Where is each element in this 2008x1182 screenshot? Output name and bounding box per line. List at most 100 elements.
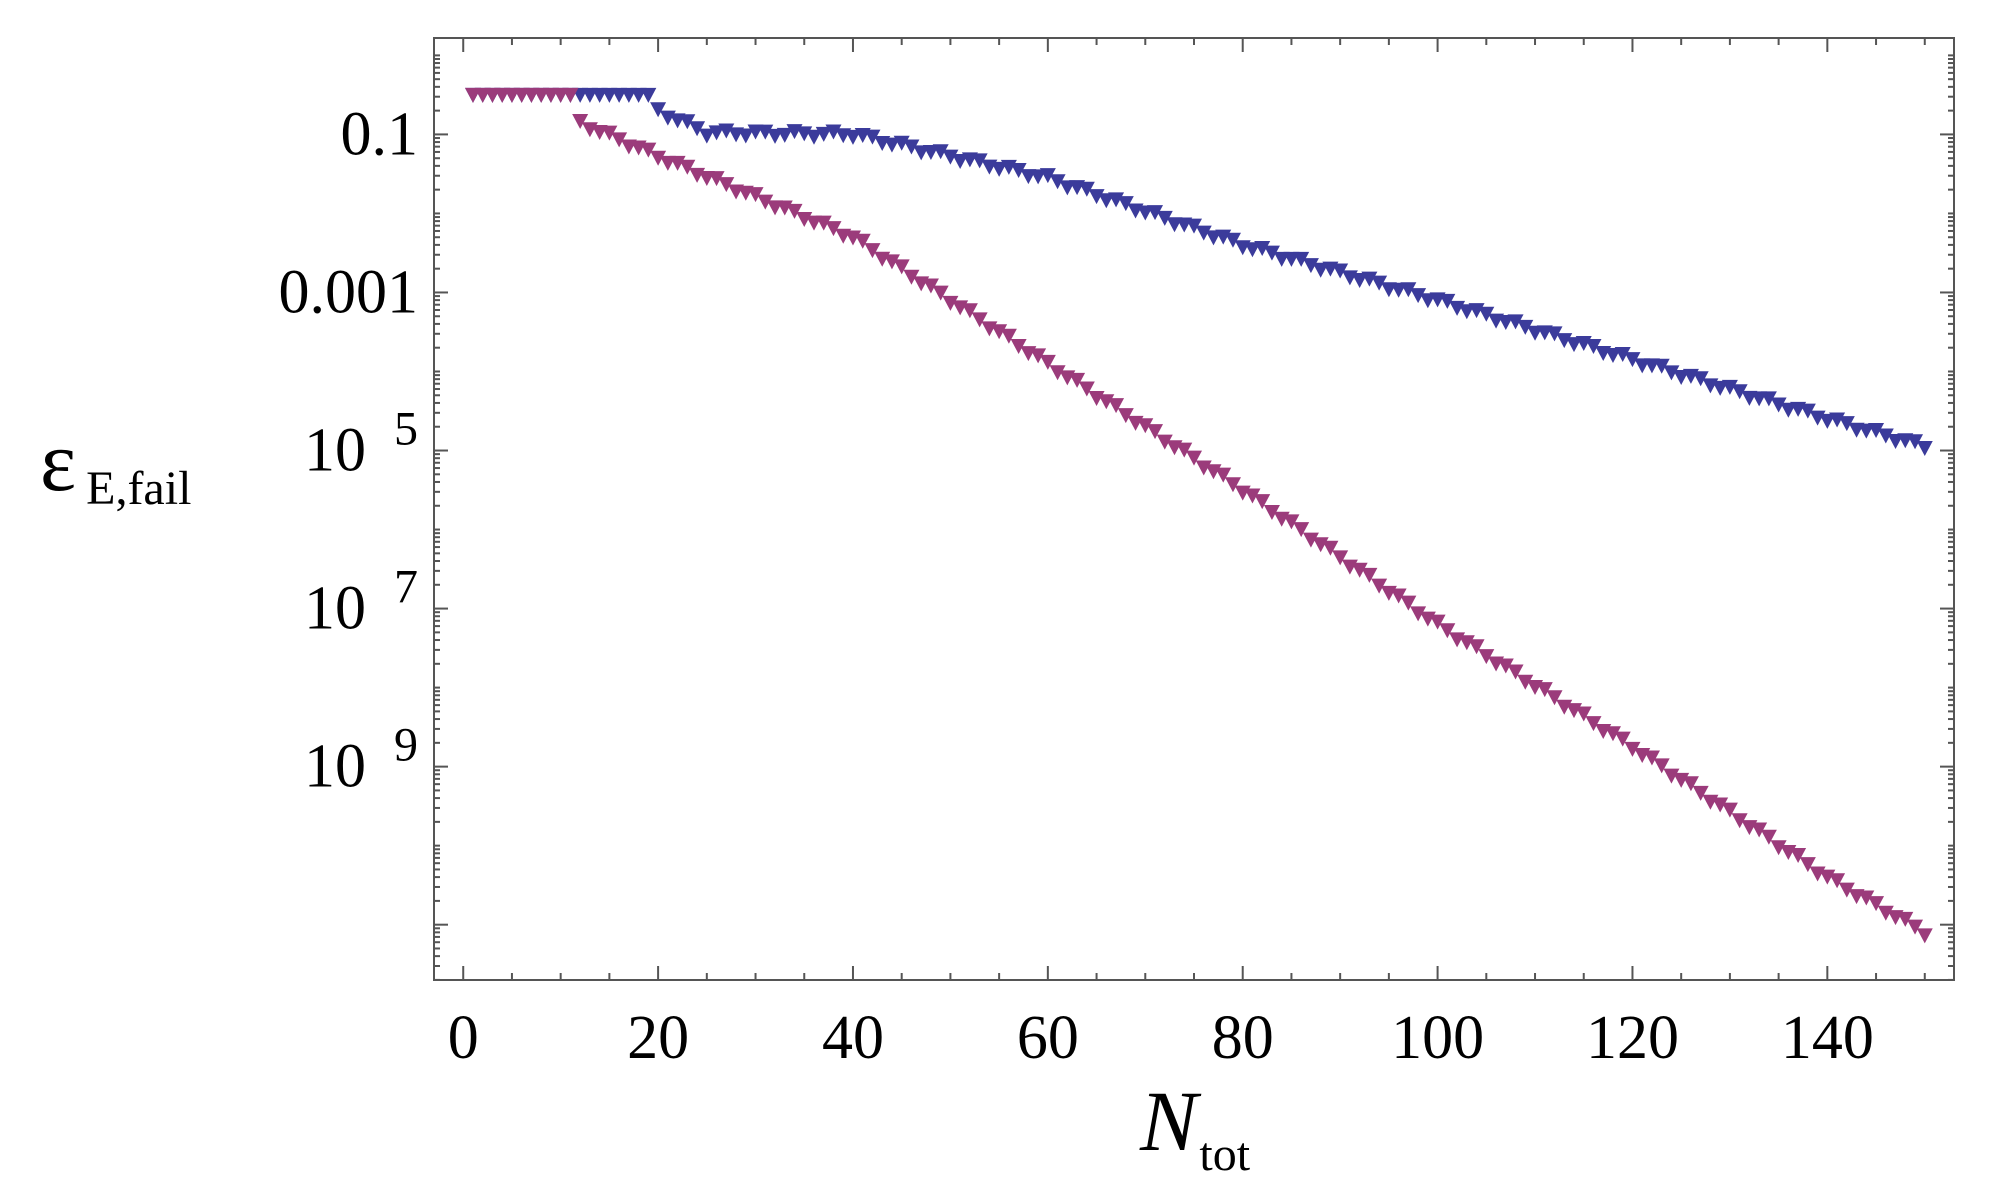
- series-2-point: [991, 324, 1008, 340]
- series-2-point: [640, 142, 657, 158]
- series-1-point: [1030, 169, 1047, 185]
- series-1-point: [1351, 272, 1368, 288]
- series-2-point: [611, 132, 628, 148]
- series-2-point: [1176, 442, 1193, 458]
- series-2-point: [1030, 348, 1047, 364]
- series-2-point: [1751, 822, 1768, 838]
- series-2-point: [961, 303, 978, 319]
- series-1-point: [952, 153, 969, 169]
- series-2-point: [1858, 890, 1875, 906]
- series-2-point: [1147, 424, 1164, 440]
- series-2-point: [708, 171, 725, 187]
- x-tick-label: 60: [1017, 1004, 1079, 1072]
- series-2-point: [1039, 354, 1056, 370]
- y-tick-label: 10 9: [304, 719, 418, 801]
- series-1-point: [1731, 384, 1748, 400]
- series-1-point: [1302, 258, 1319, 274]
- series-1-point: [1371, 275, 1388, 291]
- series-2-point: [1721, 802, 1738, 818]
- series-1-point: [1653, 358, 1670, 374]
- series-1-point: [1916, 440, 1933, 456]
- y-tick-label: 10 7: [304, 561, 418, 643]
- series-2-point: [1790, 847, 1807, 863]
- series-1-point: [1624, 352, 1641, 368]
- series-1-point: [1546, 326, 1563, 342]
- series-2-point: [1137, 418, 1154, 434]
- x-tick-label: 0: [448, 1004, 479, 1072]
- series-1-point: [1604, 347, 1621, 363]
- series-1-point: [1156, 210, 1173, 226]
- x-tick-label: 140: [1781, 1004, 1874, 1072]
- series-1-point: [1117, 196, 1134, 212]
- series-2-point: [1322, 540, 1339, 556]
- series-2-point: [922, 278, 939, 294]
- series-1-point: [1770, 397, 1787, 413]
- series-2-point: [1254, 494, 1271, 510]
- series-2-point: [1829, 873, 1846, 889]
- series-2-point: [1302, 532, 1319, 548]
- series-1-point: [650, 102, 667, 118]
- y-tick-label: 10 5: [304, 403, 418, 485]
- series-1-point: [1332, 263, 1349, 279]
- series-2-point: [1390, 588, 1407, 604]
- series-2-point: [572, 114, 589, 130]
- x-tick-label: 20: [627, 1004, 689, 1072]
- y-tick-label-base: 10: [304, 575, 366, 643]
- y-axis: 0.1 0.001 10 5 10 7 10 9: [279, 54, 1954, 981]
- series-2-point: [1692, 785, 1709, 801]
- series-1-point: [1566, 337, 1582, 353]
- series-2-point: [932, 285, 949, 301]
- series-1-point: [689, 121, 706, 137]
- series-2-point: [854, 233, 871, 249]
- series-1-point: [1205, 230, 1222, 246]
- series-1-point: [1887, 434, 1904, 450]
- series-2-point: [1478, 649, 1495, 665]
- series-2-point: [1078, 381, 1095, 397]
- series-1-point: [1361, 271, 1378, 287]
- series-2-point: [718, 177, 735, 193]
- series-1-point: [1507, 314, 1524, 330]
- series-1-point: [883, 137, 900, 153]
- series-1-point: [1312, 262, 1329, 278]
- series-2-point: [1010, 338, 1027, 354]
- series-1-point: [1254, 241, 1271, 257]
- series-1-point: [1868, 422, 1885, 438]
- series-1-point: [1263, 245, 1280, 261]
- series-2-point: [893, 259, 910, 275]
- series-1-point: [1186, 218, 1202, 234]
- series-1-point: [1838, 416, 1855, 432]
- series-1-point: [1497, 314, 1514, 330]
- series-1-point: [1010, 163, 1027, 179]
- y-axis-title-main: ε: [40, 413, 76, 509]
- series-2-point: [1770, 840, 1787, 856]
- series-2-point: [1439, 623, 1456, 639]
- series-2-point: [562, 87, 579, 103]
- series-2-point: [1682, 776, 1699, 792]
- series-1-point: [1147, 205, 1164, 221]
- y-axis-title-sub: E,fail: [86, 462, 191, 515]
- series-1-point: [1673, 369, 1690, 385]
- series-1-point: [640, 87, 657, 103]
- series-2-point: [1361, 567, 1378, 583]
- series-1-point: [1400, 282, 1417, 298]
- series-2-point: [1546, 690, 1563, 706]
- series-2-point: [1283, 514, 1300, 530]
- series-2-point: [1517, 674, 1534, 690]
- series-2-point: [1712, 797, 1729, 813]
- series-2-point: [1868, 896, 1885, 912]
- series-2-point: [679, 159, 696, 175]
- series-2-point: [1507, 664, 1524, 680]
- series-1-point: [1039, 168, 1056, 184]
- series-1-point: [1478, 306, 1495, 322]
- series-2-point: [1244, 488, 1261, 504]
- series-2-point: [786, 203, 803, 219]
- series-2-point: [1215, 467, 1232, 483]
- series-2-point: [1371, 578, 1388, 594]
- series-2-point: [1799, 857, 1816, 873]
- series-2-point: [669, 155, 686, 171]
- series-2-point: [1604, 726, 1621, 742]
- series-2-point: [1332, 550, 1349, 566]
- series-1-point: [903, 139, 920, 155]
- series-1-point: [1439, 293, 1456, 309]
